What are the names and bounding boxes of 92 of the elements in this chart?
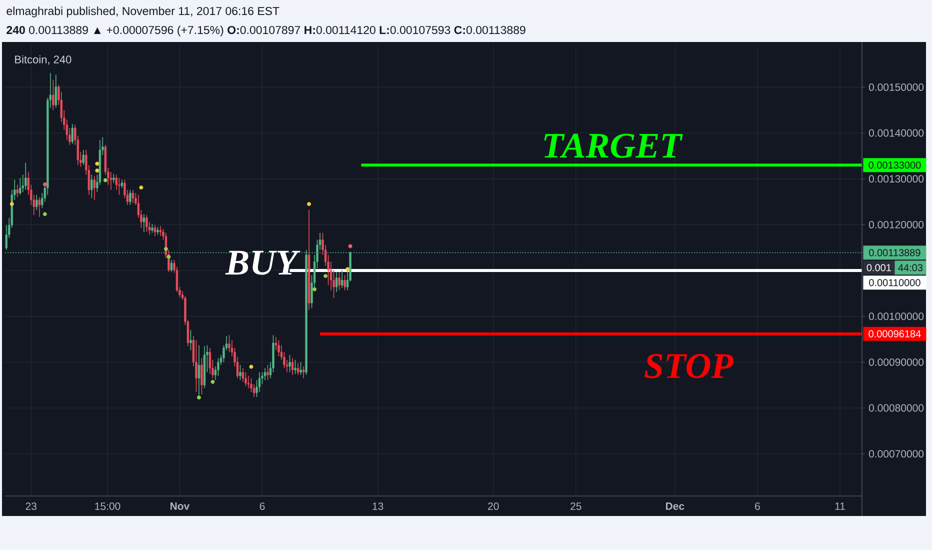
- point: [348, 244, 352, 248]
- candlestick: [142, 214, 146, 232]
- y-tick-label: 0.00070000: [868, 450, 924, 458]
- candlestick: [200, 358, 203, 395]
- point: [307, 202, 312, 206]
- candlestick: [242, 368, 244, 382]
- point: [95, 162, 100, 166]
- point: [324, 274, 328, 278]
- candlestick: [338, 271, 340, 291]
- series-label: TARGET: [544, 134, 683, 158]
- candlestick: [302, 366, 305, 379]
- candlestick: [159, 226, 162, 237]
- x-tick-label: 25: [570, 502, 582, 510]
- candlestick: [71, 123, 74, 144]
- x-tick-label: Nov: [170, 502, 190, 510]
- candlestick: [228, 334, 230, 352]
- point: [210, 380, 215, 384]
- candlestick: [82, 150, 84, 166]
- candlestick: [90, 174, 93, 198]
- data-label: 0.00110000: [869, 279, 920, 286]
- candlestick: [264, 368, 266, 380]
- x-tick-label: 15:00: [95, 502, 120, 510]
- point: [42, 182, 47, 186]
- text: 44:03: [898, 264, 923, 272]
- candlestick: [129, 189, 132, 206]
- annotation: Bitcoin, 240: [15, 55, 72, 65]
- ref-line-label: 0.00113889: [869, 249, 920, 256]
- x-tick-label: 23: [26, 502, 37, 510]
- candlestick: [335, 271, 338, 292]
- candlestick: [208, 348, 212, 374]
- point: [103, 178, 108, 182]
- y-tick-label: 0.00140000: [868, 129, 924, 137]
- candlestick: [151, 223, 154, 234]
- point: [42, 212, 47, 216]
- candlestick: [93, 176, 96, 200]
- candlestick: [146, 214, 148, 232]
- candlestick: [266, 364, 269, 380]
- text: 0.001: [866, 264, 891, 272]
- x-tick-label: 20: [488, 502, 499, 510]
- candlestick: [36, 194, 38, 210]
- candlestick: [296, 362, 300, 376]
- candlestick: [344, 274, 346, 291]
- series-label: BUY: [225, 250, 300, 275]
- data-label: 0.00096184: [868, 330, 921, 338]
- series-label: STOP: [644, 354, 734, 378]
- x-tick-label: 6: [260, 502, 265, 510]
- candlestick: [291, 358, 294, 376]
- candlestick: [118, 178, 120, 196]
- candlestick: [247, 376, 250, 389]
- y-tick-label: 0.00130000: [868, 175, 924, 183]
- candlestick: [38, 196, 40, 218]
- y-tick-label: 0.00080000: [868, 404, 924, 412]
- candlestick: [170, 260, 173, 272]
- candlestick: [244, 372, 247, 386]
- candlestick: [340, 270, 344, 288]
- candlestick: [288, 354, 291, 373]
- candlestick: [52, 79, 54, 110]
- candlestick: [294, 359, 296, 374]
- candlestick: [190, 330, 192, 351]
- point: [164, 246, 168, 251]
- point: [10, 202, 14, 206]
- candlestick: [54, 74, 57, 108]
- text: 240 0.00113889 ▲ +0.00007596 (+7.15%) O:0.00107897 H:0.00114120 L:0.00107593 C:0.00113889: [6, 26, 526, 36]
- candlestick: [132, 189, 134, 204]
- y-tick-label: 0.00100000: [868, 312, 924, 320]
- data-label: 0.00133000: [868, 162, 921, 169]
- point: [312, 287, 317, 292]
- chart-title: elmaghrabi published, November 11, 2017 06:16 EST: [6, 6, 280, 18]
- y-tick-label: 0.00090000: [868, 358, 924, 366]
- x-tick-label: 11: [835, 502, 845, 510]
- y-tick-label: 0.00120000: [868, 220, 924, 228]
- candlestick: [16, 184, 18, 198]
- point: [139, 186, 144, 190]
- candlestick: [195, 340, 198, 392]
- point: [249, 364, 254, 369]
- candlestick: [110, 172, 112, 190]
- point: [166, 254, 171, 259]
- candlestick: [112, 173, 115, 184]
- x-tick-label: 6: [755, 502, 760, 510]
- candlestick: [300, 362, 302, 376]
- candlestick: [278, 340, 280, 357]
- x-tick-label: 13: [372, 502, 384, 510]
- point: [346, 267, 350, 272]
- point: [95, 168, 100, 173]
- candlestick: [239, 364, 242, 380]
- candlestick: [217, 358, 220, 376]
- candlestick: [24, 162, 27, 190]
- y-tick-label: 0.00150000: [868, 83, 924, 91]
- x-tick-label: Dec: [666, 502, 684, 510]
- candlestick: [154, 224, 156, 237]
- candlestick: [19, 178, 22, 196]
- point: [196, 395, 201, 400]
